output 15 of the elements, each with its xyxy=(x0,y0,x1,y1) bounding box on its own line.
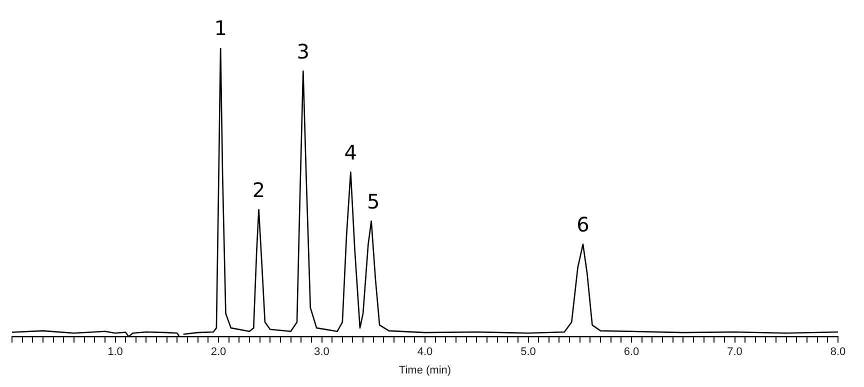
annotation: 6 xyxy=(576,212,590,236)
x-tick-label: 3.0 xyxy=(314,346,330,358)
x-tick-label: 2.0 xyxy=(210,346,226,358)
x-tick-label: 8.0 xyxy=(830,346,846,358)
annotation: 2 xyxy=(252,178,266,202)
x-tick-label: 6.0 xyxy=(624,346,640,358)
annotation: 5 xyxy=(367,189,380,214)
x-axis-title: Time (min) xyxy=(398,364,452,376)
x-tick-label: 4.0 xyxy=(417,346,433,358)
annotation: 4 xyxy=(344,140,358,164)
x-tick-label: 5.0 xyxy=(520,346,536,358)
annotation: 1 xyxy=(214,16,227,40)
x-tick-label: 1.0 xyxy=(108,346,123,358)
x-tick-label: 7.0 xyxy=(727,346,742,358)
annotation: 3 xyxy=(296,39,310,64)
